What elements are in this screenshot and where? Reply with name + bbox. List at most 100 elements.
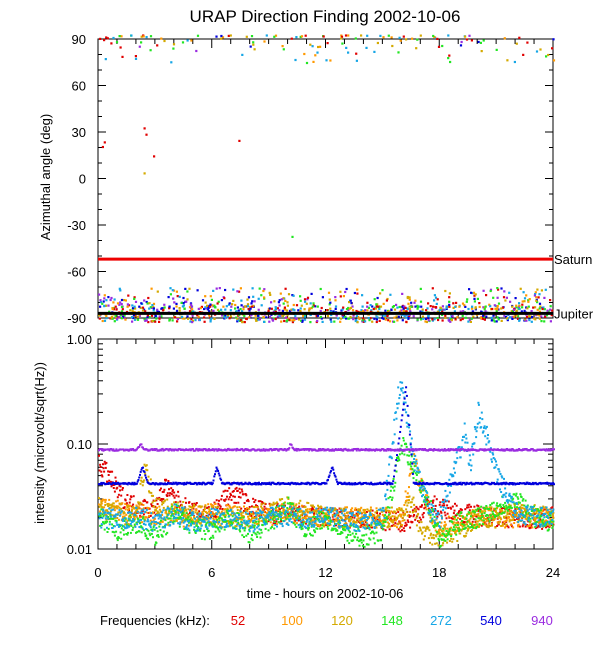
intensity-point-120 [346, 511, 348, 514]
azimuth-point [538, 317, 541, 320]
intensity-x-tick-label: 24 [546, 565, 560, 580]
intensity-point-272 [180, 518, 183, 521]
intensity-point-148 [367, 543, 370, 546]
intensity-point-120 [440, 534, 443, 537]
intensity-point-120 [510, 519, 513, 522]
intensity-point-120 [147, 475, 150, 478]
azimuth-point [218, 310, 221, 313]
intensity-point-272 [160, 517, 163, 520]
intensity-point-100 [161, 514, 164, 516]
intensity-point-52 [99, 466, 102, 468]
intensity-point-100 [532, 507, 534, 510]
azimuth-point [464, 35, 467, 38]
azimuth-point [471, 292, 474, 295]
azimuth-point [284, 287, 287, 290]
intensity-point-100 [408, 474, 411, 477]
intensity-point-148 [116, 537, 119, 540]
intensity-point-52 [284, 516, 287, 519]
intensity-point-272 [161, 511, 164, 514]
intensity-point-52 [116, 486, 119, 489]
intensity-point-148 [205, 522, 208, 525]
azimuth-point [547, 53, 550, 57]
intensity-point-148 [444, 534, 447, 537]
intensity-point-148 [308, 522, 311, 525]
intensity-point-100 [540, 511, 543, 514]
intensity-point-148 [482, 519, 485, 522]
intensity-point-52 [216, 507, 219, 510]
intensity-point-120 [410, 501, 413, 504]
intensity-point-120 [455, 522, 458, 524]
intensity-point-148 [268, 518, 271, 521]
intensity-point-120 [311, 504, 314, 507]
azimuth-point [444, 316, 447, 319]
intensity-point-100 [348, 525, 351, 528]
intensity-point-100 [393, 524, 396, 527]
intensity-point-52 [517, 517, 520, 520]
intensity-point-120 [215, 520, 218, 522]
intensity-point-272 [280, 512, 283, 515]
azimuth-point [386, 297, 389, 301]
intensity-point-120 [520, 504, 523, 507]
intensity-point-120 [359, 516, 362, 519]
intensity-point-100 [113, 507, 116, 510]
intensity-point-120 [304, 505, 307, 508]
intensity-point-52 [409, 526, 412, 529]
intensity-point-148 [473, 511, 476, 514]
intensity-point-120 [390, 506, 393, 509]
intensity-point-120 [429, 534, 432, 537]
intensity-point-120 [376, 515, 379, 517]
intensity-point-100 [136, 506, 139, 509]
intensity-point-52 [399, 530, 402, 533]
azimuth-point [531, 315, 534, 319]
intensity-point-100 [394, 524, 397, 527]
intensity-point-148 [433, 515, 436, 518]
intensity-point-52 [356, 519, 359, 522]
intensity-point-120 [448, 540, 451, 542]
intensity-point-52 [268, 502, 271, 505]
intensity-point-148 [515, 492, 518, 495]
intensity-point-52 [224, 498, 227, 501]
intensity-point-148 [287, 496, 290, 499]
intensity-point-120 [319, 505, 322, 508]
azimuth-point [242, 305, 245, 308]
intensity-point-52 [452, 512, 455, 515]
intensity-point-148 [175, 507, 178, 510]
azimuth-point [544, 315, 547, 318]
intensity-point-120 [425, 527, 427, 530]
azimuth-point [421, 310, 424, 313]
intensity-point-120 [144, 472, 147, 475]
azimuth-point [299, 310, 302, 313]
intensity-point-52 [291, 511, 294, 514]
azimuth-point [356, 321, 359, 324]
azimuth-point [447, 319, 450, 322]
intensity-point-120 [141, 480, 144, 483]
intensity-point-100 [489, 509, 492, 512]
intensity-point-272 [184, 526, 187, 529]
intensity-point-100 [125, 504, 128, 507]
intensity-point-148 [508, 506, 511, 509]
intensity-point-148 [253, 524, 256, 527]
intensity-point-148 [512, 497, 515, 500]
azimuth-point [268, 320, 271, 323]
azimuth-point [375, 303, 378, 306]
intensity-point-120 [336, 513, 339, 516]
azimuth-point [329, 59, 332, 62]
azimuth-point [320, 306, 323, 310]
intensity-point-272 [183, 506, 186, 509]
azimuth-point [110, 42, 113, 45]
azimuth-point [312, 60, 315, 63]
azimuth-point [393, 320, 396, 323]
azimuth-point [489, 305, 492, 308]
intensity-point-52 [220, 494, 223, 497]
azimuth-point [263, 40, 266, 43]
intensity-point-52 [531, 523, 534, 526]
intensity-point-148 [115, 530, 118, 533]
intensity-point-272 [149, 524, 152, 527]
intensity-point-52 [514, 508, 517, 511]
azimuth-point [120, 35, 123, 38]
intensity-point-100 [360, 506, 363, 509]
intensity-point-52 [337, 514, 340, 517]
intensity-point-272 [229, 518, 232, 521]
intensity-point-100 [306, 515, 309, 518]
azimuth-point [552, 59, 556, 62]
